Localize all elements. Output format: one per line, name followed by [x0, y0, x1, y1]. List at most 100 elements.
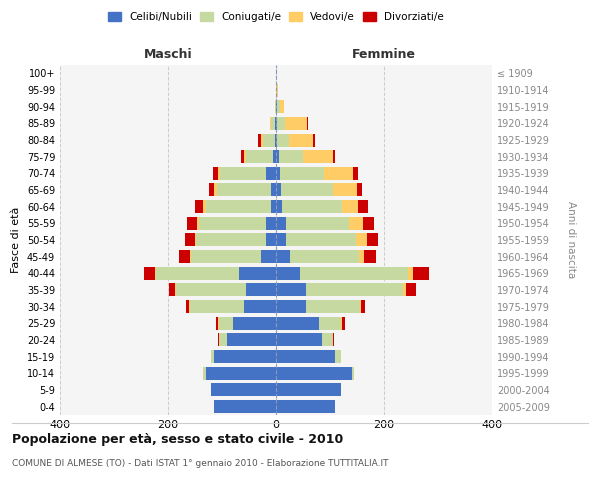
Bar [187, 217, 197, 230]
Bar [271, 200, 276, 213]
Bar [241, 150, 244, 163]
Legend: Celibi/Nubili, Coniugati/e, Vedovi/e, Divorziati/e: Celibi/Nubili, Coniugati/e, Vedovi/e, Di… [104, 8, 448, 26]
Bar [199, 217, 266, 230]
Bar [214, 400, 276, 413]
Bar [303, 150, 332, 163]
Bar [406, 284, 416, 296]
Bar [179, 250, 190, 263]
Bar [356, 234, 367, 246]
Bar [363, 217, 374, 230]
Bar [313, 134, 315, 146]
Bar [335, 350, 341, 363]
Bar [217, 184, 271, 196]
Bar [197, 217, 199, 230]
Bar [353, 167, 358, 180]
Bar [278, 150, 303, 163]
Bar [195, 234, 196, 246]
Bar [360, 300, 361, 313]
Bar [266, 217, 276, 230]
Text: Popolazione per età, sesso e stato civile - 2010: Popolazione per età, sesso e stato civil… [12, 432, 343, 446]
Bar [276, 184, 281, 196]
Y-axis label: Anni di nascita: Anni di nascita [566, 202, 577, 278]
Bar [233, 317, 276, 330]
Bar [261, 250, 276, 263]
Bar [276, 117, 277, 130]
Bar [364, 250, 376, 263]
Bar [276, 134, 277, 146]
Bar [274, 150, 276, 163]
Bar [214, 184, 217, 196]
Bar [220, 317, 233, 330]
Bar [247, 150, 274, 163]
Y-axis label: Fasce di età: Fasce di età [11, 207, 21, 273]
Bar [357, 184, 362, 196]
Bar [276, 100, 277, 113]
Bar [218, 317, 220, 330]
Bar [169, 284, 175, 296]
Bar [332, 334, 334, 346]
Bar [276, 250, 290, 263]
Bar [276, 84, 277, 96]
Bar [280, 100, 284, 113]
Bar [281, 184, 332, 196]
Bar [306, 284, 403, 296]
Bar [275, 134, 276, 146]
Bar [276, 334, 322, 346]
Bar [277, 134, 289, 146]
Bar [367, 234, 377, 246]
Bar [276, 267, 301, 280]
Bar [206, 200, 271, 213]
Bar [220, 167, 266, 180]
Bar [359, 250, 364, 263]
Text: Maschi: Maschi [143, 48, 193, 62]
Bar [214, 350, 276, 363]
Bar [277, 100, 280, 113]
Bar [276, 234, 286, 246]
Bar [286, 217, 349, 230]
Bar [289, 134, 313, 146]
Bar [261, 134, 263, 146]
Bar [239, 267, 276, 280]
Bar [190, 300, 244, 313]
Bar [266, 167, 276, 180]
Bar [323, 167, 353, 180]
Bar [203, 200, 206, 213]
Bar [175, 284, 176, 296]
Text: COMUNE DI ALMESE (TO) - Dati ISTAT 1° gennaio 2010 - Elaborazione TUTTITALIA.IT: COMUNE DI ALMESE (TO) - Dati ISTAT 1° ge… [12, 459, 389, 468]
Bar [276, 400, 335, 413]
Bar [196, 234, 266, 246]
Bar [319, 317, 341, 330]
Bar [276, 300, 306, 313]
Bar [361, 300, 365, 313]
Bar [352, 367, 354, 380]
Bar [413, 267, 429, 280]
Bar [155, 267, 239, 280]
Bar [211, 350, 214, 363]
Bar [271, 117, 275, 130]
Bar [307, 117, 308, 130]
Bar [211, 384, 276, 396]
Bar [301, 267, 409, 280]
Bar [349, 217, 363, 230]
Bar [358, 200, 368, 213]
Bar [144, 267, 155, 280]
Bar [227, 334, 276, 346]
Bar [220, 334, 227, 346]
Bar [266, 234, 276, 246]
Bar [280, 167, 323, 180]
Bar [277, 84, 278, 96]
Text: Femmine: Femmine [352, 48, 416, 62]
Bar [322, 334, 332, 346]
Bar [276, 367, 352, 380]
Bar [403, 284, 406, 296]
Bar [341, 317, 342, 330]
Bar [408, 267, 413, 280]
Bar [203, 367, 206, 380]
Bar [195, 200, 203, 213]
Bar [276, 150, 278, 163]
Bar [263, 134, 275, 146]
Bar [286, 234, 356, 246]
Bar [244, 150, 247, 163]
Bar [306, 300, 360, 313]
Bar [277, 117, 285, 130]
